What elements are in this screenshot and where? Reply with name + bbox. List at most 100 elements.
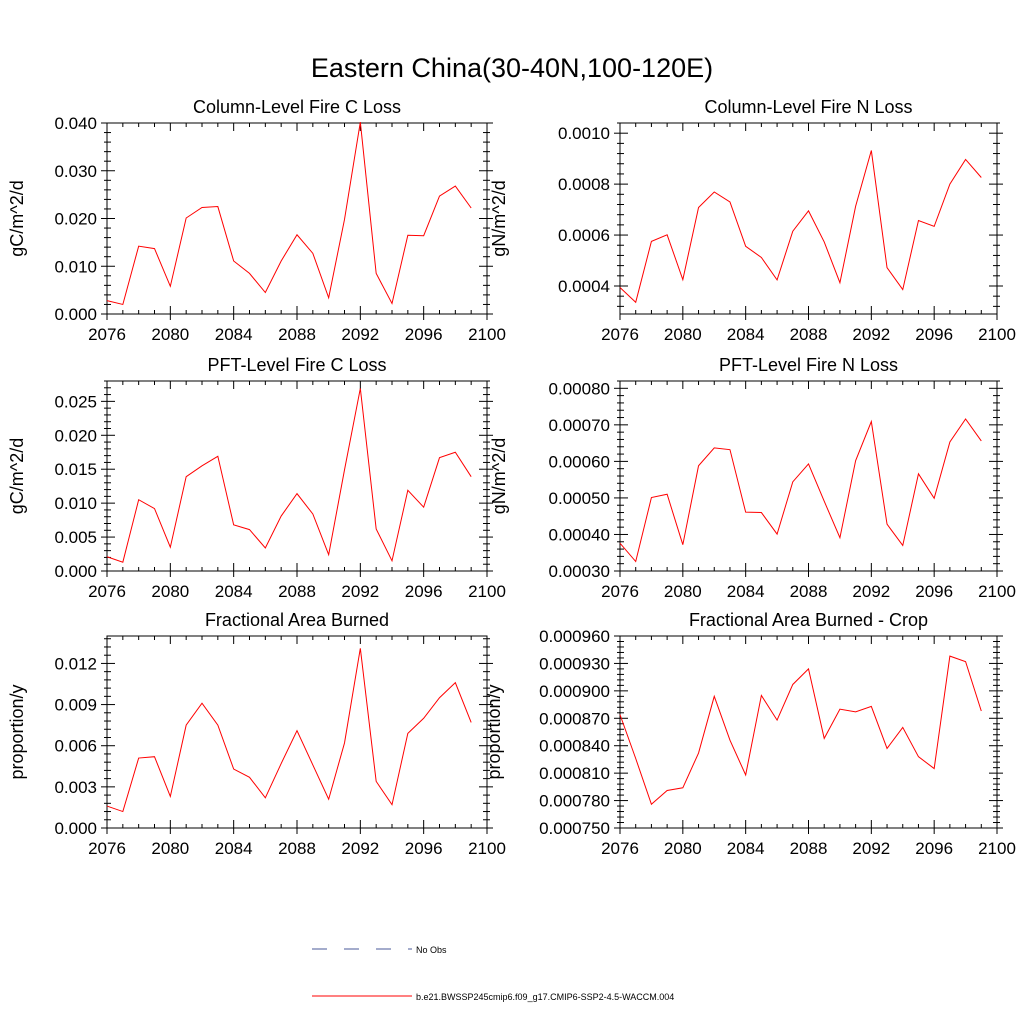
x-tick-label: 2088	[278, 582, 316, 601]
panel-title: Column-Level Fire N Loss	[704, 97, 912, 117]
y-tick-label: 0.000	[54, 819, 97, 838]
figure-title: Eastern China(30-40N,100-120E)	[311, 53, 713, 83]
legend: No Obs b.e21.BWSSP245cmip6.f09_g17.CMIP6…	[312, 945, 674, 1002]
x-tick-label: 2084	[215, 839, 253, 858]
y-tick-label: 0.0008	[558, 175, 610, 194]
y-axis-label: gC/m^2/d	[7, 180, 27, 256]
y-tick-label: 0.0010	[558, 124, 610, 143]
y-tick-label: 0.000960	[539, 627, 610, 646]
x-tick-label: 2096	[405, 839, 443, 858]
y-tick-label: 0.009	[54, 696, 97, 715]
series-line	[619, 418, 982, 563]
x-tick-label: 2088	[790, 582, 828, 601]
series-line	[619, 150, 982, 304]
y-tick-label: 0.010	[54, 257, 97, 276]
x-tick-label: 2100	[978, 582, 1016, 601]
y-tick-label: 0.000780	[539, 792, 610, 811]
y-tick-label: 0.000870	[539, 709, 610, 728]
y-tick-label: 0.030	[54, 162, 97, 181]
panel-6: Fractional Area Burned - Crop proportion/…	[484, 610, 1016, 858]
y-tick-label: 0.000	[54, 562, 97, 581]
y-tick-label: 0.00070	[549, 416, 610, 435]
series-line	[106, 121, 472, 306]
x-tick-label: 2084	[727, 325, 765, 344]
series-line	[106, 388, 472, 563]
x-tick-label: 2096	[915, 325, 953, 344]
panel-title: Fractional Area Burned	[205, 610, 389, 630]
x-tick-label: 2080	[664, 839, 702, 858]
y-tick-label: 0.015	[54, 460, 97, 479]
x-tick-label: 2096	[915, 582, 953, 601]
y-axis-label: gN/m^2/d	[489, 180, 509, 256]
legend-label-model-run: b.e21.BWSSP245cmip6.f09_g17.CMIP6-SSP2-4…	[416, 992, 674, 1002]
x-tick-label: 2092	[852, 839, 890, 858]
y-tick-label: 0.000	[54, 305, 97, 324]
x-tick-label: 2092	[852, 325, 890, 344]
y-tick-label: 0.020	[54, 210, 97, 229]
panel-4: PFT-Level Fire N Loss gN/m^2/d 2076 2080 208…	[489, 355, 1016, 601]
x-tick-label: 2092	[852, 582, 890, 601]
y-tick-label: 0.005	[54, 528, 97, 547]
panel-2: Column-Level Fire N Loss gN/m^2/d 2076 2080…	[489, 97, 1016, 344]
y-tick-label: 0.003	[54, 778, 97, 797]
x-tick-label: 2100	[978, 839, 1016, 858]
y-axis-label: proportion/y	[484, 684, 504, 779]
y-axis-label: gC/m^2/d	[7, 438, 27, 514]
y-tick-label: 0.020	[54, 426, 97, 445]
x-tick-label: 2088	[790, 325, 828, 344]
y-tick-label: 0.000750	[539, 819, 610, 838]
x-tick-label: 2100	[978, 325, 1016, 344]
y-tick-label: 0.000810	[539, 764, 610, 783]
x-tick-label: 2088	[278, 325, 316, 344]
x-tick-label: 2076	[601, 582, 639, 601]
y-axis-label: gN/m^2/d	[489, 438, 509, 514]
x-tick-label: 2080	[664, 582, 702, 601]
x-tick-label: 2076	[601, 839, 639, 858]
y-tick-label: 0.000840	[539, 737, 610, 756]
y-tick-label: 0.0006	[558, 226, 610, 245]
x-tick-label: 2100	[468, 325, 506, 344]
y-tick-label: 0.00060	[549, 452, 610, 471]
x-tick-label: 2084	[727, 582, 765, 601]
y-tick-label: 0.010	[54, 494, 97, 513]
y-tick-label: 0.000900	[539, 682, 610, 701]
x-tick-label: 2084	[727, 839, 765, 858]
series-line	[106, 648, 472, 813]
series-line	[619, 655, 982, 806]
x-tick-label: 2100	[468, 582, 506, 601]
y-tick-label: 0.00050	[549, 489, 610, 508]
y-tick-label: 0.025	[54, 392, 97, 411]
panel-title: Fractional Area Burned - Crop	[689, 610, 928, 630]
legend-label-no-obs: No Obs	[416, 945, 447, 955]
y-tick-label: 0.00080	[549, 379, 610, 398]
x-tick-label: 2080	[151, 582, 189, 601]
panel-3: PFT-Level Fire C Loss gC/m^2/d 2076 2080 208…	[7, 355, 506, 601]
panel-1: Column-Level Fire C Loss gC/m^2/d 2076 2080…	[7, 97, 506, 344]
x-tick-label: 2084	[215, 325, 253, 344]
x-tick-label: 2096	[915, 839, 953, 858]
y-tick-label: 0.00040	[549, 525, 610, 544]
y-tick-label: 0.040	[54, 114, 97, 133]
y-tick-label: 0.012	[54, 654, 97, 673]
x-tick-label: 2076	[88, 325, 126, 344]
x-tick-label: 2092	[341, 839, 379, 858]
y-tick-label: 0.0004	[558, 277, 610, 296]
x-tick-label: 2080	[151, 839, 189, 858]
y-tick-label: 0.006	[54, 737, 97, 756]
panel-title: PFT-Level Fire N Loss	[719, 355, 898, 375]
x-tick-label: 2096	[405, 582, 443, 601]
x-tick-label: 2076	[601, 325, 639, 344]
x-tick-label: 2076	[88, 582, 126, 601]
panel-title: PFT-Level Fire C Loss	[207, 355, 386, 375]
x-tick-label: 2076	[88, 839, 126, 858]
x-tick-label: 2092	[341, 582, 379, 601]
x-tick-label: 2088	[278, 839, 316, 858]
x-tick-label: 2084	[215, 582, 253, 601]
x-tick-label: 2092	[341, 325, 379, 344]
x-tick-label: 2080	[151, 325, 189, 344]
x-tick-label: 2088	[790, 839, 828, 858]
y-tick-label: 0.00030	[549, 562, 610, 581]
panel-5: Fractional Area Burned proportion/y 2076 20…	[7, 610, 506, 858]
x-tick-label: 2096	[405, 325, 443, 344]
